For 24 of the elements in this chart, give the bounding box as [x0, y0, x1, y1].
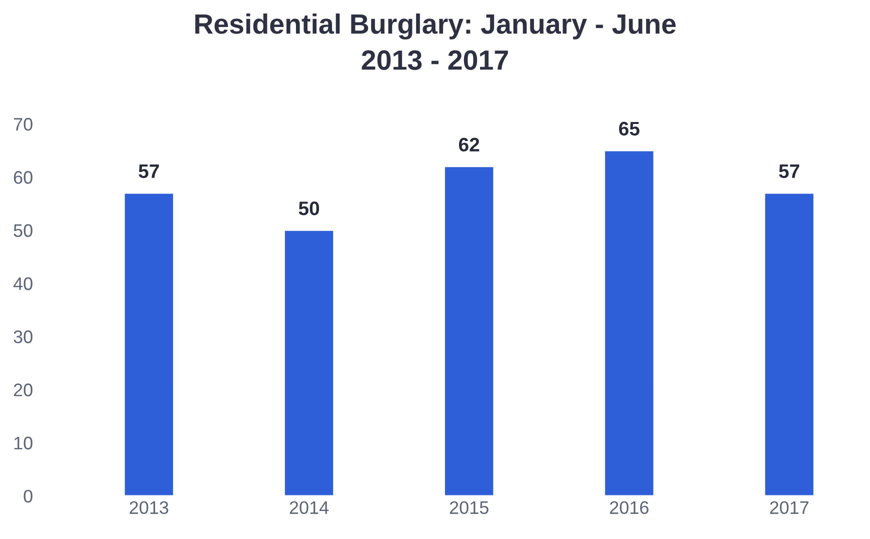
- data-label: 50: [298, 202, 320, 216]
- y-tick-label: 20: [14, 384, 32, 396]
- y-tick-label: 10: [14, 436, 32, 450]
- x-tick-label: 2013: [130, 501, 168, 514]
- chart-title: Residential Burglary: January - June 2013 - 2017: [195, 13, 676, 70]
- bar: [444, 166, 495, 496]
- y-tick-label: 50: [14, 224, 32, 237]
- x-tick-label: 2016: [610, 501, 648, 514]
- data-label: 57: [779, 164, 800, 178]
- bar: [604, 150, 655, 496]
- y-tick-label: 40: [13, 277, 32, 290]
- data-label: 65: [619, 122, 640, 136]
- x-tick-label: 2014: [290, 501, 329, 514]
- data-label: 62: [459, 138, 480, 152]
- bar: [123, 192, 174, 496]
- data-label: 57: [138, 164, 159, 178]
- bar: [284, 230, 335, 496]
- x-tick-label: 2017: [770, 501, 808, 514]
- y-tick-label: 30: [14, 330, 32, 344]
- x-tick-label: 2015: [450, 501, 488, 514]
- y-tick-label: 0: [24, 490, 32, 503]
- y-tick-label: 60: [14, 171, 32, 184]
- bar: [764, 192, 815, 496]
- y-tick-label: 70: [14, 118, 32, 131]
